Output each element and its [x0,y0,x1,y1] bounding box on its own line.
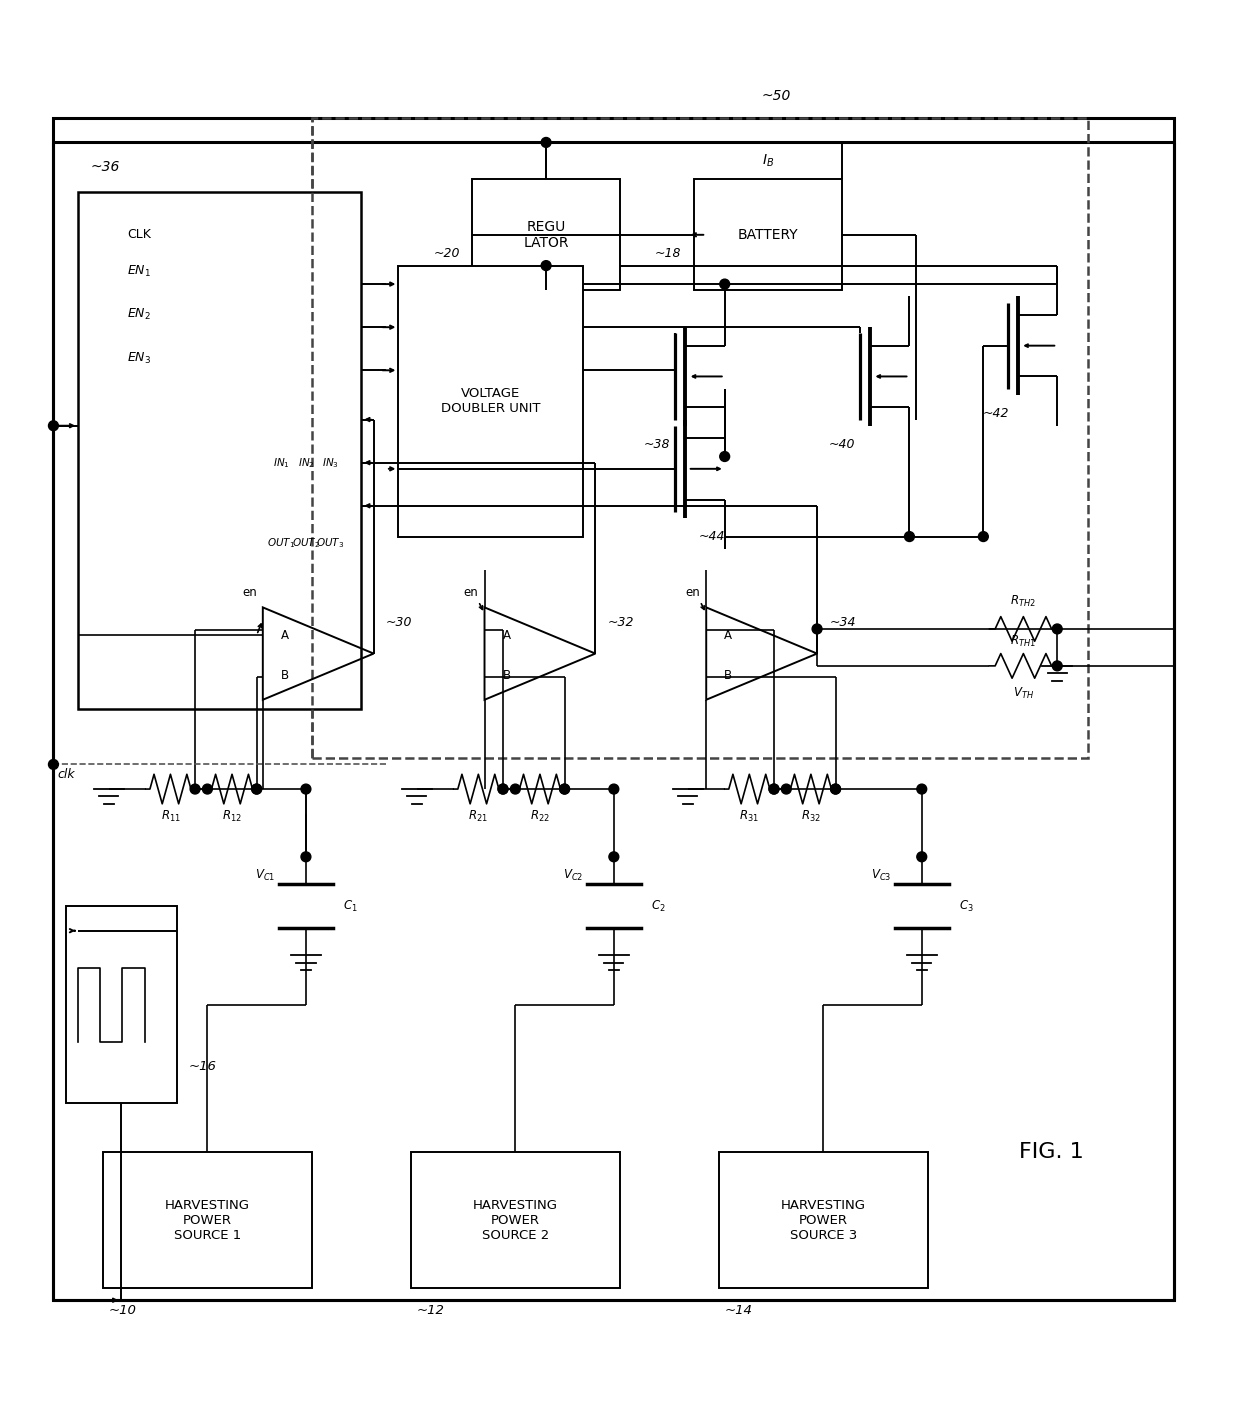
Circle shape [609,784,619,794]
Text: $OUT_1$: $OUT_1$ [268,536,295,550]
Circle shape [812,624,822,634]
Circle shape [831,784,841,794]
Text: $V_{C3}$: $V_{C3}$ [870,868,892,883]
Text: ~36: ~36 [91,160,120,174]
Text: BATTERY: BATTERY [738,228,799,242]
Bar [694,180,842,291]
Text: $EN_3$: $EN_3$ [128,350,151,366]
Circle shape [916,784,926,794]
Text: $R_{22}$: $R_{22}$ [529,808,549,824]
Circle shape [719,279,729,289]
Text: A: A [281,628,289,641]
Text: ~16: ~16 [188,1059,217,1072]
Text: en: en [686,586,701,600]
Text: HARVESTING
POWER
SOURCE 1: HARVESTING POWER SOURCE 1 [165,1198,250,1242]
Text: $OUT_2$: $OUT_2$ [291,536,320,550]
Text: $R_{12}$: $R_{12}$ [222,808,242,824]
Text: ~20: ~20 [434,247,460,259]
Text: $EN_1$: $EN_1$ [128,264,151,279]
Text: $IN_1$: $IN_1$ [273,455,290,469]
Circle shape [978,532,988,542]
Text: $IN_2$: $IN_2$ [298,455,314,469]
Circle shape [48,421,58,431]
Text: ~14: ~14 [724,1303,753,1316]
Text: $C_3$: $C_3$ [959,899,973,913]
Text: FIG. 1: FIG. 1 [1019,1143,1084,1163]
Text: $I_B$: $I_B$ [761,153,774,169]
Circle shape [190,784,200,794]
Circle shape [904,532,914,542]
Circle shape [252,784,262,794]
Text: ~34: ~34 [830,617,856,630]
Circle shape [301,852,311,862]
Text: $V_{C1}$: $V_{C1}$ [255,868,275,883]
Text: ~50: ~50 [761,89,791,102]
Bar [312,118,1087,759]
Text: $R_{11}$: $R_{11}$ [160,808,180,824]
Circle shape [1053,624,1063,634]
Text: A: A [724,628,733,641]
Circle shape [781,784,791,794]
Bar [78,191,361,709]
Circle shape [559,784,569,794]
Text: B: B [281,669,289,682]
Text: $V_{TH}$: $V_{TH}$ [1013,685,1034,700]
Bar [472,180,620,291]
Text: B: B [502,669,511,682]
Bar [410,1153,620,1288]
Bar [103,1153,312,1288]
Text: B: B [724,669,733,682]
Text: $R_{32}$: $R_{32}$ [801,808,821,824]
Circle shape [498,784,508,794]
Bar [718,1153,928,1288]
Circle shape [559,784,569,794]
Text: $R_{31}$: $R_{31}$ [739,808,759,824]
Text: HARVESTING
POWER
SOURCE 2: HARVESTING POWER SOURCE 2 [472,1198,558,1242]
Text: en: en [242,586,257,600]
Text: VOLTAGE
DOUBLER UNIT: VOLTAGE DOUBLER UNIT [441,387,541,415]
Circle shape [541,138,551,147]
Bar [66,906,176,1103]
Circle shape [511,784,521,794]
Circle shape [916,852,926,862]
Text: ~44: ~44 [699,530,725,543]
Circle shape [498,784,508,794]
Circle shape [541,261,551,271]
Text: $R_{TH2}$: $R_{TH2}$ [1011,594,1037,610]
Circle shape [252,784,262,794]
Text: $C_1$: $C_1$ [343,899,357,913]
Text: $OUT_3$: $OUT_3$ [316,536,345,550]
Circle shape [48,760,58,770]
Text: REGU
LATOR: REGU LATOR [523,220,569,250]
Text: ~40: ~40 [828,438,854,451]
Text: CLK: CLK [128,228,151,241]
Circle shape [301,784,311,794]
Text: $EN_2$: $EN_2$ [128,308,151,322]
Text: ~10: ~10 [109,1303,136,1316]
Circle shape [609,852,619,862]
Bar [398,265,583,536]
Text: ~30: ~30 [386,617,413,630]
Text: ~18: ~18 [655,247,682,259]
Text: ~38: ~38 [644,438,670,451]
Circle shape [769,784,779,794]
Circle shape [769,784,779,794]
Text: $R_{TH1}$: $R_{TH1}$ [1011,634,1037,649]
Text: $C_2$: $C_2$ [651,899,666,913]
Text: A: A [502,628,511,641]
Circle shape [719,451,729,461]
Circle shape [831,784,841,794]
Circle shape [1053,661,1063,671]
Text: $V_{C2}$: $V_{C2}$ [563,868,583,883]
Text: ~32: ~32 [608,617,634,630]
Text: $R_{21}$: $R_{21}$ [469,808,489,824]
Text: ~12: ~12 [417,1303,445,1316]
Text: HARVESTING
POWER
SOURCE 3: HARVESTING POWER SOURCE 3 [781,1198,866,1242]
Text: ~42: ~42 [982,407,1009,420]
Text: en: en [464,586,479,600]
Text: clk: clk [57,767,74,781]
Circle shape [202,784,212,794]
Text: $IN_3$: $IN_3$ [322,455,339,469]
